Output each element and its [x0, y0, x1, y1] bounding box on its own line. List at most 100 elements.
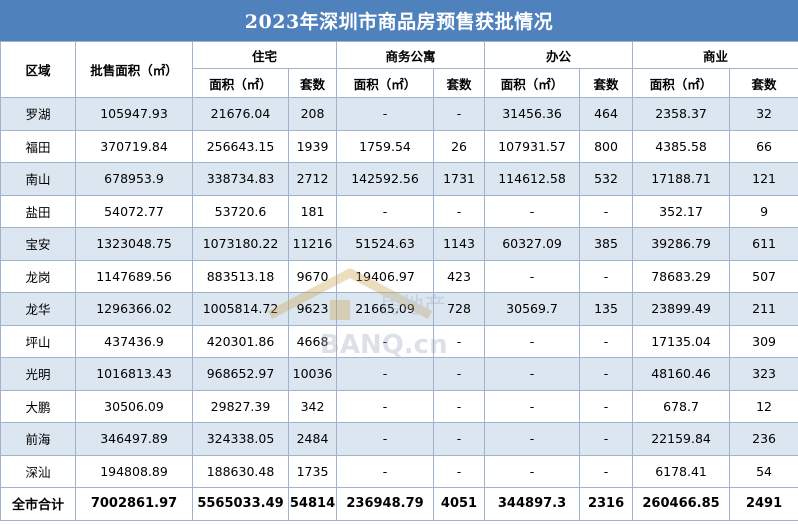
total-apartment-area-cell: 236948.79 [336, 487, 435, 521]
residential-units-cell: 181 [287, 194, 338, 228]
commercial-area-cell: 23899.49 [632, 292, 731, 326]
residential-area-cell: 29827.39 [192, 389, 289, 423]
header-units: 套数 [287, 68, 338, 98]
district-cell: 深汕 [0, 454, 76, 488]
commercial-units-cell: 507 [729, 259, 798, 293]
apartment-units-cell: - [433, 357, 486, 391]
district-cell: 福田 [0, 129, 76, 163]
table-row: 福田 370719.84 256643.15 1939 1759.54 26 107931.… [0, 129, 798, 163]
total-area-cell: 437436.9 [75, 324, 193, 358]
total-area-cell: 370719.84 [75, 129, 193, 163]
office-area-cell: - [484, 194, 581, 228]
header-business-apartment: 商务公寓 [336, 41, 486, 69]
total-row: 全市合计 7002861.97 5565033.49 54814 236948.79 40… [0, 487, 798, 521]
office-units-cell: 532 [579, 162, 634, 196]
office-area-cell: - [484, 422, 581, 456]
apartment-units-cell: - [433, 194, 486, 228]
office-units-cell: - [579, 357, 634, 391]
apartment-units-cell: - [433, 324, 486, 358]
district-cell: 龙华 [0, 292, 76, 326]
apartment-area-cell: 19406.97 [336, 259, 435, 293]
apartment-area-cell: - [336, 324, 435, 358]
table-row: 大鹏 30506.09 29827.39 342- - - -678.7 12 [0, 389, 798, 423]
commercial-units-cell: 32 [729, 97, 798, 131]
residential-area-cell: 21676.04 [192, 97, 289, 131]
table-row: 深汕 194808.89 188630.48 1735- - - -6178.41 54 [0, 454, 798, 488]
commercial-units-cell: 323 [729, 357, 798, 391]
total-area-cell: 1147689.56 [75, 259, 193, 293]
commercial-area-cell: 17135.04 [632, 324, 731, 358]
apartment-units-cell: 1731 [433, 162, 486, 196]
residential-area-cell: 338734.83 [192, 162, 289, 196]
residential-units-cell: 4668 [287, 324, 338, 358]
residential-units-cell: 342 [287, 389, 338, 423]
commercial-area-cell: 2358.37 [632, 97, 731, 131]
apartment-units-cell: 423 [433, 259, 486, 293]
apartment-units-cell: - [433, 454, 486, 488]
office-area-cell: - [484, 357, 581, 391]
district-cell: 罗湖 [0, 97, 76, 131]
office-units-cell: - [579, 194, 634, 228]
commercial-units-cell: 66 [729, 129, 798, 163]
total-commercial-area-cell: 260466.85 [632, 487, 731, 521]
header-residential: 住宅 [191, 41, 338, 69]
office-area-cell: - [484, 454, 581, 488]
apartment-area-cell: - [336, 422, 435, 456]
header-area: 面积（㎡） [632, 68, 731, 98]
apartment-units-cell: - [433, 389, 486, 423]
residential-area-cell: 1005814.72 [192, 292, 289, 326]
residential-units-cell: 9670 [287, 259, 338, 293]
table-row: 罗湖 105947.93 21676.04 208- -31456.36 464 2358.… [0, 97, 798, 131]
apartment-units-cell: - [433, 97, 486, 131]
apartment-area-cell: - [336, 357, 435, 391]
total-area-cell: 678953.9 [75, 162, 193, 196]
residential-units-cell: 2712 [287, 162, 338, 196]
residential-units-cell: 11216 [287, 227, 338, 261]
residential-area-cell: 968652.97 [192, 357, 289, 391]
residential-area-cell: 883513.18 [192, 259, 289, 293]
office-units-cell: 800 [579, 129, 634, 163]
apartment-area-cell: - [336, 454, 435, 488]
table-row: 龙岗 1147689.56 883513.18 9670 19406.97 423- -78… [0, 259, 798, 293]
district-cell: 光明 [0, 357, 76, 391]
district-cell: 龙岗 [0, 259, 76, 293]
table-row: 盐田 54072.77 53720.6 181- - - -352.17 9 [0, 194, 798, 228]
office-units-cell: - [579, 454, 634, 488]
district-cell: 宝安 [0, 227, 76, 261]
district-cell: 南山 [0, 162, 76, 196]
header-area: 面积（㎡） [192, 68, 289, 98]
residential-area-cell: 420301.86 [192, 324, 289, 358]
residential-area-cell: 1073180.22 [192, 227, 289, 261]
commercial-area-cell: 78683.29 [632, 259, 731, 293]
commercial-area-cell: 39286.79 [632, 227, 731, 261]
commercial-units-cell: 54 [729, 454, 798, 488]
total-area-cell: 1016813.43 [75, 357, 193, 391]
residential-area-cell: 256643.15 [192, 129, 289, 163]
commercial-units-cell: 611 [729, 227, 798, 261]
commercial-area-cell: 48160.46 [632, 357, 731, 391]
office-area-cell: - [484, 259, 581, 293]
office-units-cell: 385 [579, 227, 634, 261]
district-cell: 前海 [0, 422, 76, 456]
table-row: 龙华 1296366.02 1005814.72 9623 21665.09 728 305… [0, 292, 798, 326]
total-residential-area-cell: 5565033.49 [192, 487, 289, 521]
total-area-cell: 194808.89 [75, 454, 193, 488]
residential-area-cell: 324338.05 [192, 422, 289, 456]
office-area-cell: 31456.36 [484, 97, 581, 131]
residential-units-cell: 9623 [287, 292, 338, 326]
table-row: 南山 678953.9 338734.83 2712 142592.56 1731 1146… [0, 162, 798, 196]
residential-units-cell: 1735 [287, 454, 338, 488]
total-area-cell: 1296366.02 [75, 292, 193, 326]
total-area-cell: 1323048.75 [75, 227, 193, 261]
commercial-area-cell: 22159.84 [632, 422, 731, 456]
district-cell: 盐田 [0, 194, 76, 228]
commercial-units-cell: 12 [729, 389, 798, 423]
total-area-cell: 30506.09 [75, 389, 193, 423]
apartment-units-cell: 728 [433, 292, 486, 326]
apartment-area-cell: - [336, 97, 435, 131]
apartment-units-cell: - [433, 422, 486, 456]
residential-units-cell: 10036 [287, 357, 338, 391]
header-district: 区域 [0, 41, 76, 98]
apartment-area-cell: - [336, 389, 435, 423]
header-total-area: 批售面积（㎡） [75, 41, 193, 98]
